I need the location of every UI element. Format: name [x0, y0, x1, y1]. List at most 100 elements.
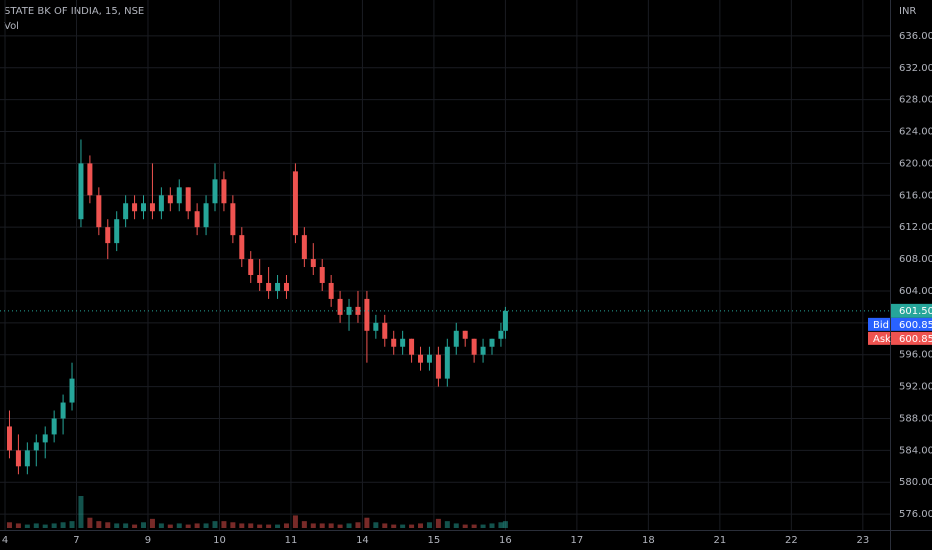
candle-body: [123, 203, 129, 220]
candle-body: [462, 330, 468, 339]
volume-bar: [105, 522, 111, 528]
y-tick-label: 636.00: [899, 31, 932, 42]
volume-bar: [275, 524, 281, 528]
volume-bar: [418, 523, 424, 528]
bid-name: Bid: [873, 320, 889, 331]
candle-body: [203, 203, 209, 228]
volume-bar: [489, 523, 495, 528]
candle-body: [257, 275, 263, 283]
candle-body: [141, 203, 147, 212]
y-tick-label: 604.00: [899, 286, 932, 297]
volume-bar: [266, 524, 272, 528]
x-tick-label: 23: [856, 535, 869, 546]
candle-body: [391, 338, 397, 347]
ask-value: 600.85: [899, 334, 932, 345]
candle-body: [114, 219, 120, 244]
volume-bar: [132, 524, 138, 528]
volume-bar: [257, 524, 263, 528]
volume-bar: [328, 523, 334, 528]
volume-bar: [480, 524, 486, 528]
candle-body: [453, 330, 459, 347]
candle-body: [221, 179, 227, 204]
candle-body: [292, 171, 298, 236]
candle-body: [248, 259, 254, 275]
candle-body: [42, 434, 48, 443]
volume-bar: [346, 523, 352, 528]
volume-bar: [114, 523, 120, 528]
y-tick-label: 588.00: [899, 413, 932, 424]
bid-value: 600.85: [899, 320, 932, 331]
candle-body: [444, 346, 450, 379]
candle-body: [355, 306, 361, 315]
y-tick-label: 628.00: [899, 95, 932, 106]
volume-bar: [176, 523, 182, 528]
volume-bar: [42, 524, 48, 528]
last-price-label: 601.50: [899, 306, 932, 317]
volume-bar: [435, 518, 441, 528]
volume-bar: [292, 515, 298, 528]
candle-body: [185, 187, 191, 212]
candle-body: [409, 338, 415, 355]
candle-body: [498, 330, 504, 339]
volume-bar: [355, 522, 361, 528]
volume-bar: [337, 524, 343, 528]
candle-body: [69, 378, 75, 403]
volume-label: Vol: [4, 21, 19, 32]
volume-bar: [444, 521, 450, 528]
volume-bar: [60, 522, 66, 528]
candle-body: [346, 306, 352, 315]
y-tick-label: 580.00: [899, 477, 932, 488]
candle-body: [239, 235, 245, 260]
candle-body: [364, 298, 370, 331]
volume-bar: [462, 524, 468, 528]
volume-bar: [319, 523, 325, 528]
x-tick-label: 21: [713, 535, 726, 546]
volume-bar: [123, 523, 129, 528]
last-price-box: [891, 303, 932, 318]
y-tick-label: 616.00: [899, 190, 932, 201]
candle-body: [176, 187, 182, 204]
candle-body: [15, 450, 21, 467]
ask-name: Ask: [873, 334, 891, 345]
candle-body: [418, 354, 424, 363]
volume-bar: [6, 522, 12, 528]
volume-bar: [364, 517, 370, 528]
volume-bar: [15, 523, 21, 528]
y-tick-label: 612.00: [899, 222, 932, 233]
candle-body: [33, 442, 39, 451]
volume-bar: [141, 522, 147, 528]
volume-bar: [502, 521, 508, 528]
volume-bar: [221, 521, 227, 528]
candle-body: [337, 298, 343, 315]
volume-bar: [212, 521, 218, 528]
candle-body: [310, 259, 316, 268]
candle-body: [489, 338, 495, 347]
y-tick-label: 620.00: [899, 158, 932, 169]
volume-bar: [69, 521, 75, 528]
candle-body: [24, 450, 30, 467]
candle-body: [6, 426, 12, 451]
volume-bar: [382, 523, 388, 528]
volume-bar: [194, 523, 200, 528]
volume-bar: [283, 523, 289, 528]
volume-bar: [426, 522, 432, 528]
candle-body: [167, 195, 173, 204]
y-tick-label: 596.00: [899, 350, 932, 361]
x-tick-label: 17: [571, 535, 584, 546]
candle-body: [230, 203, 236, 236]
ask-name-box: [868, 331, 890, 345]
volume-bar: [51, 523, 57, 528]
volume-bar: [310, 523, 316, 528]
x-tick-label: 11: [285, 535, 298, 546]
bid-name-box: [868, 317, 890, 331]
volume-bar: [33, 523, 39, 528]
y-tick-label: 632.00: [899, 63, 932, 74]
currency-label: INR: [899, 6, 916, 17]
volume-bar: [391, 524, 397, 528]
candle-body: [400, 338, 406, 347]
candle-body: [502, 310, 508, 331]
y-tick-label: 576.00: [899, 509, 932, 520]
candle-body: [105, 227, 111, 244]
x-tick-label: 14: [356, 535, 369, 546]
